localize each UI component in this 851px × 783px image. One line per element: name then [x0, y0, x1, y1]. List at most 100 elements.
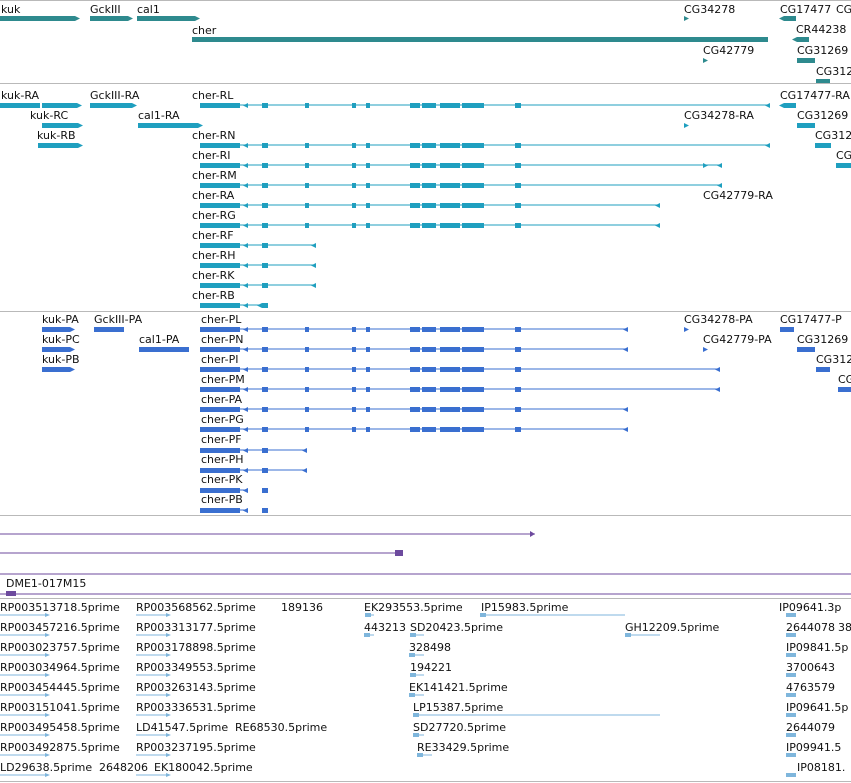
exon-block[interactable]: [410, 327, 420, 332]
exon-block[interactable]: [262, 243, 268, 248]
gene-label-cal1[interactable]: cal1: [137, 3, 160, 16]
exon-block[interactable]: [515, 387, 521, 392]
est-label[interactable]: 443213: [364, 621, 406, 634]
strand-arrow[interactable]: [779, 16, 784, 21]
est-label[interactable]: GH12209.5prime: [625, 621, 720, 634]
strand-arrow[interactable]: [45, 653, 50, 657]
transcript-label[interactable]: CG312: [815, 129, 851, 142]
exon-block[interactable]: [462, 387, 484, 392]
est-label[interactable]: IP09641.5p: [786, 701, 849, 714]
exon-block[interactable]: [422, 203, 436, 208]
est-label[interactable]: 328498: [409, 641, 451, 654]
exon-block[interactable]: [440, 407, 460, 412]
protein-label[interactable]: CG42779-PA: [703, 333, 772, 346]
strand-arrow[interactable]: [166, 713, 171, 717]
strand-arrow[interactable]: [166, 753, 171, 757]
gene-label-cg42779[interactable]: CG42779: [703, 44, 755, 57]
protein-label[interactable]: cher-PK: [201, 473, 243, 486]
exon-block[interactable]: [200, 203, 240, 208]
exon-block[interactable]: [440, 347, 460, 352]
exon-block[interactable]: [440, 427, 460, 432]
strand-arrow[interactable]: [717, 163, 722, 168]
exon-block[interactable]: [200, 143, 240, 148]
est-label[interactable]: RP003178898.5prime: [136, 641, 256, 654]
protein-label[interactable]: cher-PI: [201, 353, 239, 366]
exon-block[interactable]: [262, 448, 268, 453]
exon-block[interactable]: [515, 143, 521, 148]
exon-block[interactable]: [462, 163, 484, 168]
exon-block[interactable]: [410, 163, 420, 168]
exon-block[interactable]: [200, 367, 240, 372]
exon-block[interactable]: [305, 407, 309, 412]
transcript-label[interactable]: cher-RH: [192, 249, 236, 262]
strand-arrow[interactable]: [243, 143, 248, 148]
exon-block[interactable]: [462, 327, 484, 332]
exon-block[interactable]: [262, 347, 268, 352]
exon-block[interactable]: [410, 427, 420, 432]
exon-block[interactable]: [440, 103, 460, 108]
strand-arrow[interactable]: [623, 407, 628, 412]
est-label[interactable]: RP003349553.5prime: [136, 661, 256, 674]
est-label[interactable]: RP003568562.5prime: [136, 601, 256, 614]
exon-block[interactable]: [410, 103, 420, 108]
transcript-label[interactable]: kuk-RC: [30, 109, 69, 122]
protein-label[interactable]: kuk-PC: [42, 333, 80, 346]
est-label[interactable]: EK180042.5prime: [154, 761, 253, 774]
exon-block[interactable]: [200, 183, 240, 188]
exon-block[interactable]: [786, 733, 796, 737]
strand-arrow[interactable]: [623, 347, 628, 352]
strand-arrow[interactable]: [78, 123, 83, 128]
exon-block[interactable]: [262, 203, 268, 208]
transcript-label[interactable]: cher-RM: [192, 169, 237, 182]
strand-arrow[interactable]: [128, 16, 133, 21]
strand-arrow[interactable]: [243, 103, 248, 108]
exon-block[interactable]: [413, 733, 419, 737]
est-label[interactable]: LD29638.5prime: [0, 761, 93, 774]
exon-block[interactable]: [0, 16, 75, 21]
exon-block[interactable]: [440, 203, 460, 208]
strand-arrow[interactable]: [623, 327, 628, 332]
protein-label[interactable]: cher-PB: [201, 493, 243, 506]
est-label[interactable]: RP003492875.5prime: [0, 741, 120, 754]
est-label[interactable]: RP003237195.5prime: [136, 741, 256, 754]
strand-arrow[interactable]: [243, 488, 248, 493]
gene-label-cg[interactable]: CG: [836, 3, 851, 16]
exon-block[interactable]: [440, 367, 460, 372]
exon-block[interactable]: [410, 633, 416, 637]
strand-arrow[interactable]: [195, 16, 200, 21]
strand-arrow[interactable]: [703, 347, 708, 352]
transcript-label[interactable]: CG17477-RA: [780, 89, 850, 102]
exon-block[interactable]: [462, 203, 484, 208]
gene-label-cg312[interactable]: CG312: [816, 65, 851, 78]
exon-block[interactable]: [366, 163, 370, 168]
exon-block[interactable]: [410, 407, 420, 412]
transcript-label[interactable]: cher-RK: [192, 269, 235, 282]
exon-block[interactable]: [305, 367, 309, 372]
exon-block[interactable]: [200, 468, 240, 473]
strand-arrow[interactable]: [655, 223, 660, 228]
exon-block[interactable]: [786, 773, 796, 777]
strand-arrow[interactable]: [45, 713, 50, 717]
est-label[interactable]: RP003034964.5prime: [0, 661, 120, 674]
transcript-label[interactable]: GckIII-RA: [90, 89, 140, 102]
exon-block[interactable]: [366, 203, 370, 208]
strand-arrow[interactable]: [45, 613, 50, 617]
est-label[interactable]: 38: [838, 621, 851, 634]
exon-block[interactable]: [138, 123, 198, 128]
exon-block[interactable]: [364, 633, 370, 637]
exon-block[interactable]: [200, 283, 240, 288]
transcript-label[interactable]: cher-RF: [192, 229, 234, 242]
est-label[interactable]: RP003513718.5prime: [0, 601, 120, 614]
exon-block[interactable]: [784, 16, 796, 21]
exon-block[interactable]: [352, 203, 356, 208]
protein-label[interactable]: cher-PN: [201, 333, 244, 346]
exon-block[interactable]: [262, 327, 268, 332]
gene-label-cg17477[interactable]: CG17477: [780, 3, 832, 16]
exon-block[interactable]: [462, 367, 484, 372]
exon-block[interactable]: [200, 163, 240, 168]
est-label[interactable]: RP003023757.5prime: [0, 641, 120, 654]
exon-block[interactable]: [200, 448, 240, 453]
exon-block[interactable]: [422, 327, 436, 332]
strand-arrow[interactable]: [257, 303, 262, 308]
est-label[interactable]: 3700643: [786, 661, 835, 674]
